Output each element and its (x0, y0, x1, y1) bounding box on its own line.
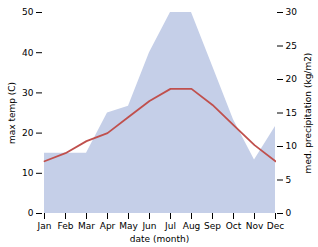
svg-text:Jan: Jan (37, 221, 52, 231)
svg-text:30: 30 (22, 88, 34, 98)
svg-text:Jun: Jun (141, 221, 156, 231)
svg-text:Oct: Oct (226, 221, 242, 231)
svg-text:date (month): date (month) (130, 234, 189, 244)
svg-text:20: 20 (286, 74, 298, 84)
svg-text:30: 30 (286, 7, 298, 17)
svg-text:Jul: Jul (164, 221, 176, 231)
svg-text:Sep: Sep (204, 221, 221, 231)
svg-text:20: 20 (22, 128, 34, 138)
svg-text:10: 10 (22, 168, 34, 178)
svg-text:Aug: Aug (183, 221, 201, 231)
svg-text:0: 0 (286, 208, 292, 218)
svg-text:0: 0 (28, 208, 34, 218)
svg-text:Apr: Apr (100, 221, 116, 231)
svg-text:40: 40 (22, 48, 34, 58)
svg-text:May: May (119, 221, 138, 231)
svg-text:max temp (C): max temp (C) (7, 82, 17, 144)
svg-text:Feb: Feb (58, 221, 74, 231)
svg-text:5: 5 (286, 175, 292, 185)
svg-text:50: 50 (22, 7, 34, 17)
svg-text:25: 25 (286, 41, 297, 51)
svg-text:10: 10 (286, 141, 298, 151)
svg-text:Dec: Dec (267, 221, 284, 231)
svg-text:Nov: Nov (246, 221, 264, 231)
svg-text:Mar: Mar (78, 221, 95, 231)
svg-text:med. precipitation (kg/m2): med. precipitation (kg/m2) (303, 53, 313, 174)
svg-text:15: 15 (286, 108, 297, 118)
